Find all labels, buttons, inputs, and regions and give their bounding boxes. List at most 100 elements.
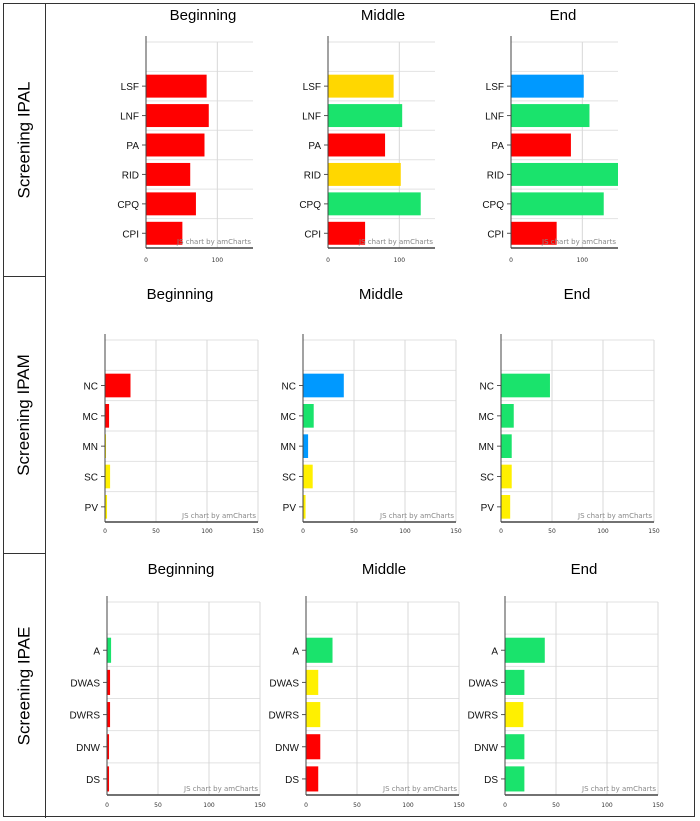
y-tick-label: SC <box>480 473 494 484</box>
y-tick-label: MC <box>82 412 98 423</box>
column-divider <box>45 3 46 818</box>
bar <box>107 734 110 760</box>
y-tick-label: MN <box>82 442 98 453</box>
bar <box>505 637 545 663</box>
bar <box>105 464 111 489</box>
y-tick-label: DWAS <box>468 678 498 689</box>
x-tick-label: 0 <box>103 528 107 535</box>
x-tick-label: 150 <box>453 802 465 809</box>
bar <box>146 162 191 186</box>
y-tick-label: LNF <box>485 112 504 123</box>
y-tick-label: RID <box>487 170 504 181</box>
x-tick-label: 100 <box>402 802 414 809</box>
bar <box>306 669 319 695</box>
bar <box>501 373 550 398</box>
chart-3: 0 50 100 150 NC MC MN SC PV JS chart by amCharts <box>82 334 264 535</box>
chart-2: 0 100 LSF LNF PA RID CPQ CPI JS chart by amChart… <box>482 36 618 264</box>
y-tick-label: CPQ <box>117 200 139 211</box>
row-divider <box>3 553 46 554</box>
chart-title: Middle <box>358 286 404 303</box>
bar <box>146 192 196 216</box>
y-tick-label: DNW <box>76 743 100 754</box>
bar <box>303 404 314 428</box>
watermark: JS chart by amCharts <box>577 512 652 520</box>
y-tick-label: DWAS <box>269 678 299 689</box>
x-tick-label: 0 <box>326 257 330 264</box>
bar <box>505 669 525 695</box>
bar <box>328 104 403 128</box>
x-tick-label: 0 <box>503 802 507 809</box>
bar <box>511 221 557 245</box>
x-tick-label: 100 <box>399 528 411 535</box>
x-tick-label: 50 <box>154 802 162 809</box>
chart-title: Beginning <box>169 7 237 24</box>
watermark: JS chart by amCharts <box>181 512 256 520</box>
bar <box>306 766 319 792</box>
x-tick-label: 50 <box>552 802 560 809</box>
y-tick-label: PA <box>308 141 321 152</box>
y-tick-label: DWRS <box>268 711 299 722</box>
chart-title: Beginning <box>147 561 215 578</box>
x-tick-label: 50 <box>350 528 358 535</box>
chart-7: 0 50 100 150 A DWAS DWRS DNW DS JS chart by amCha… <box>268 596 465 809</box>
bar <box>105 434 107 458</box>
x-tick-label: 100 <box>597 528 609 535</box>
bar <box>105 404 110 428</box>
bar <box>306 734 321 760</box>
y-tick-label: SC <box>84 473 98 484</box>
bar <box>105 373 131 398</box>
y-tick-label: SC <box>282 473 296 484</box>
x-tick-label: 0 <box>301 528 305 535</box>
row-divider <box>3 276 46 277</box>
bar <box>501 495 511 519</box>
bar <box>328 221 366 245</box>
y-tick-label: NC <box>480 382 494 393</box>
y-tick-label: PV <box>481 503 495 514</box>
bar <box>328 162 401 186</box>
y-tick-label: NC <box>282 382 296 393</box>
y-tick-label: LNF <box>120 112 139 123</box>
bar <box>501 434 512 458</box>
bar <box>511 74 584 98</box>
chart-8: 0 50 100 150 A DWAS DWRS DNW DS JS chart by amCha… <box>467 596 664 809</box>
x-tick-label: 50 <box>548 528 556 535</box>
chart-title: End <box>570 561 598 578</box>
watermark: JS chart by amCharts <box>183 785 258 793</box>
figure-frame <box>3 3 695 817</box>
bar <box>505 766 525 792</box>
y-tick-label: DNW <box>474 743 498 754</box>
bar <box>511 192 604 216</box>
chart-title: End <box>549 7 577 24</box>
chart-4: 0 50 100 150 NC MC MN SC PV JS chart by amCharts <box>280 334 462 535</box>
x-tick-label: 0 <box>499 528 503 535</box>
chart-title: Middle <box>360 7 406 24</box>
y-tick-label: DS <box>285 775 299 786</box>
x-tick-label: 100 <box>203 802 215 809</box>
watermark: JS chart by amCharts <box>541 238 616 246</box>
y-tick-label: NC <box>84 382 98 393</box>
bar <box>146 221 183 245</box>
bar <box>328 133 386 157</box>
y-tick-label: CPQ <box>299 200 321 211</box>
bar <box>107 766 110 792</box>
x-tick-label: 100 <box>601 802 613 809</box>
bar <box>146 133 205 157</box>
y-tick-label: CPI <box>304 229 321 240</box>
y-tick-label: CPI <box>122 229 139 240</box>
y-tick-label: LSF <box>303 82 321 93</box>
y-tick-label: PV <box>85 503 99 514</box>
bar <box>511 133 571 157</box>
bar <box>328 74 394 98</box>
y-tick-label: DNW <box>275 743 299 754</box>
bar <box>303 495 306 519</box>
bar <box>107 637 112 663</box>
y-tick-label: A <box>292 646 299 657</box>
chart-6: 0 50 100 150 A DWAS DWRS DNW DS JS chart by amCha… <box>69 596 266 809</box>
y-tick-label: PV <box>283 503 297 514</box>
bar <box>511 104 590 128</box>
watermark: JS chart by amCharts <box>581 785 656 793</box>
watermark: JS chart by amCharts <box>358 238 433 246</box>
x-tick-label: 150 <box>254 802 266 809</box>
watermark: JS chart by amCharts <box>176 238 251 246</box>
